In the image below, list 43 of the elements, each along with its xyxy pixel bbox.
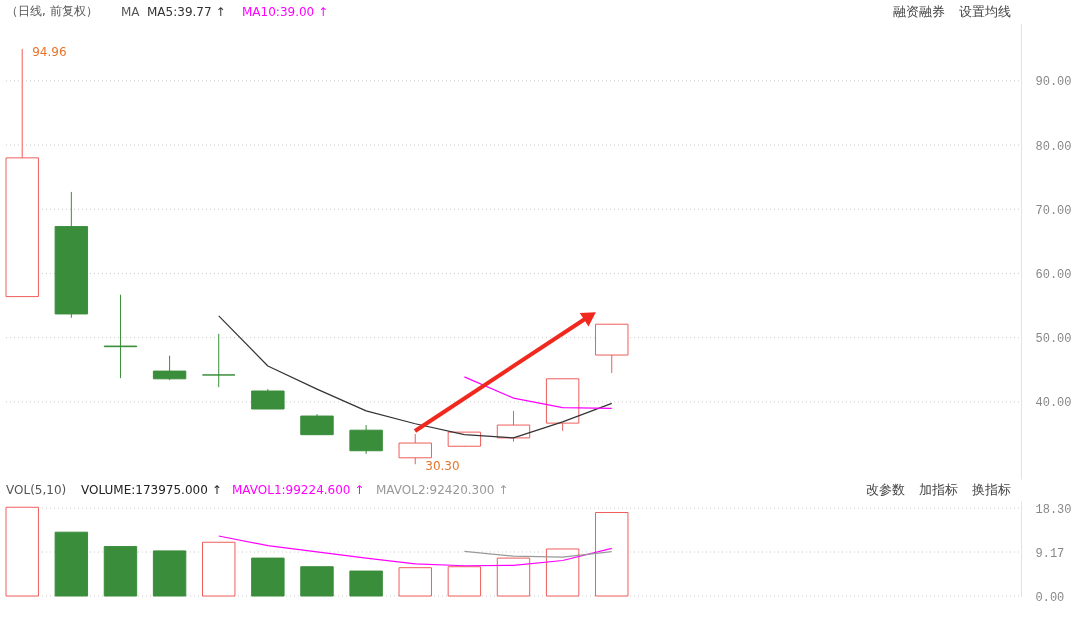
legend-title: VOL(5,10) [6,483,67,497]
text: 改参数 [866,482,905,497]
annotation: 94.96 [32,44,67,59]
bar [202,541,236,597]
bar [152,550,187,597]
chart-title: （日线, 前复权） [6,4,98,18]
text: 加指标 [919,482,958,497]
line-series [218,535,613,567]
y-tick-label: 80.00 [1035,139,1072,154]
text: MA10:39.00 ↑ [242,5,329,19]
candlestick [202,333,236,388]
bar [300,566,334,597]
text: MA5:39.77 ↑ [147,5,226,19]
text: VOLUME:173975.000 ↑ [81,483,222,497]
y-tick-label: 70.00 [1035,203,1072,218]
y-tick-label: 0.00 [1035,590,1065,605]
text: MAVOL1:99224.600 ↑ [232,483,365,497]
text: 设置均线 [959,4,1011,19]
bar [447,566,482,597]
bar [398,567,432,597]
text: 换指标 [972,482,1011,497]
text: 融资融券 [893,4,945,19]
y-tick-label: 9.17 [1035,546,1065,561]
y-tick-label: 60.00 [1035,267,1072,282]
annotation: 30.30 [425,459,460,474]
bar [496,557,531,597]
bar [251,557,285,597]
bar [5,506,39,597]
y-tick-label: 40.00 [1035,396,1072,411]
candlestick [152,355,187,381]
legend-title: MA [121,5,141,19]
y-tick-label: 50.00 [1035,332,1072,347]
y-tick-label: 90.00 [1035,75,1072,90]
bar [54,531,89,597]
bar [349,570,383,597]
bar [545,548,580,597]
bar [103,546,138,597]
line-series [463,376,613,409]
bar [595,512,629,597]
line-series [218,315,613,439]
y-tick-label: 18.30 [1035,502,1072,517]
candlestick [103,294,138,379]
text: MAVOL2:92420.300 ↑ [376,483,509,497]
